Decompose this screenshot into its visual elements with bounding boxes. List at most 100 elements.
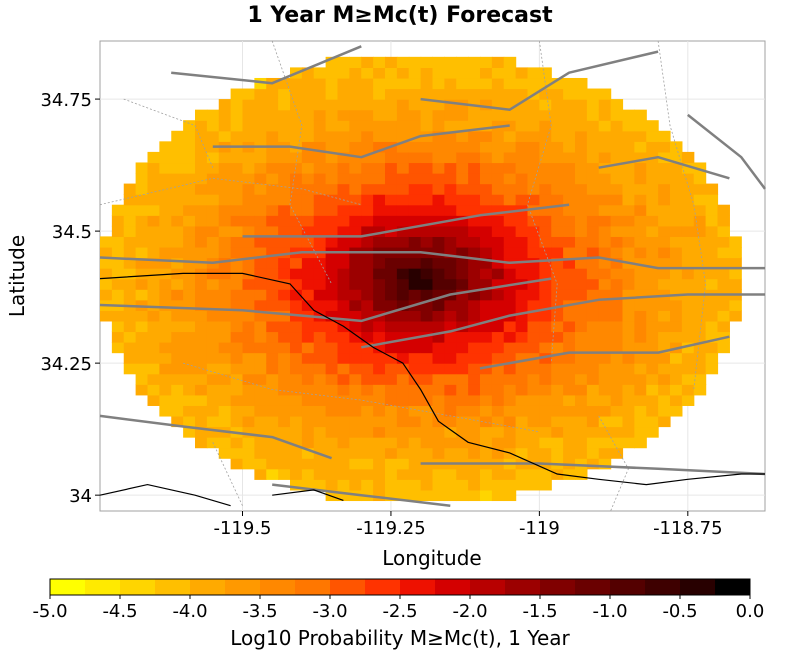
heatmap-cell <box>456 77 469 90</box>
heatmap-cell <box>385 363 398 375</box>
heatmap-cell <box>468 373 481 385</box>
heatmap-cell <box>444 173 457 185</box>
heatmap-cell <box>575 141 588 153</box>
heatmap-cell <box>396 278 410 290</box>
heatmap-cell <box>254 458 267 470</box>
heatmap-cell <box>634 278 647 290</box>
heatmap-cell <box>183 162 196 174</box>
heatmap-cell <box>301 342 315 354</box>
heatmap-cell <box>670 299 683 311</box>
heatmap-cell <box>361 458 374 470</box>
heatmap-cell <box>385 204 398 216</box>
coastline-mainland <box>99 272 765 486</box>
heatmap-cell <box>159 320 172 333</box>
heatmap-cell <box>301 77 315 90</box>
heatmap-cell <box>301 109 315 121</box>
heatmap-cell <box>242 310 255 322</box>
heatmap-cell <box>254 204 267 216</box>
heatmap-cell <box>218 257 232 269</box>
heatmap-cell <box>361 88 374 100</box>
heatmap-cell <box>444 447 457 459</box>
heatmap-cell <box>159 173 172 185</box>
heatmap-cell <box>480 194 493 206</box>
heatmap-cell <box>563 236 576 248</box>
heatmap-cell <box>183 310 196 322</box>
heatmap-cell <box>586 405 600 417</box>
heatmap-cell <box>634 236 647 248</box>
heatmap-cell <box>385 426 398 438</box>
heatmap-cell <box>646 405 659 417</box>
heatmap-cell <box>278 257 291 269</box>
heatmap-cell <box>195 173 208 185</box>
heatmap-cell <box>480 331 493 343</box>
heatmap-cell <box>325 141 339 153</box>
heatmap-cell <box>301 173 315 185</box>
heatmap-cell <box>100 246 113 259</box>
heatmap-cell <box>408 215 422 227</box>
heatmap-cell <box>670 173 683 185</box>
heatmap-cell <box>503 173 517 185</box>
heatmap-cell <box>575 289 588 301</box>
heatmap-cell <box>468 394 481 406</box>
heatmap-cell <box>278 173 291 185</box>
heatmap-cell <box>301 426 315 438</box>
heatmap-cell <box>325 77 339 90</box>
heatmap-cell <box>183 289 196 301</box>
heatmap-cell <box>290 204 303 216</box>
heatmap-cell <box>325 162 339 174</box>
heatmap-cell <box>408 56 422 68</box>
heatmap-cell <box>123 236 137 248</box>
heatmap-cell <box>396 215 410 227</box>
heatmap-cell <box>195 194 208 206</box>
heatmap-cell <box>290 342 303 354</box>
heatmap-cell <box>420 278 434 290</box>
heatmap-cell <box>456 405 469 417</box>
heatmap-cell <box>468 151 481 164</box>
heatmap-cell <box>135 246 149 259</box>
heatmap-cell <box>218 109 232 121</box>
heatmap-cell <box>468 405 481 417</box>
heatmap-cell <box>515 320 529 333</box>
heatmap-cell <box>325 289 339 301</box>
heatmap-cell <box>444 183 457 195</box>
heatmap-cell <box>147 246 160 259</box>
heatmap-cell <box>206 299 220 311</box>
heatmap-cell <box>171 204 184 216</box>
heatmap-cell <box>646 130 659 142</box>
heatmap-cell <box>278 415 291 428</box>
heatmap-cell <box>325 415 339 428</box>
heatmap-cell <box>444 236 457 248</box>
fault-trace <box>598 155 730 180</box>
heatmap-cell <box>218 99 232 111</box>
heatmap-cell <box>408 310 422 322</box>
heatmap-cell <box>598 268 612 280</box>
heatmap-cell <box>206 405 220 417</box>
heatmap-cell <box>705 342 719 354</box>
heatmap-cell <box>242 268 255 280</box>
fault-trace <box>171 45 362 85</box>
heatmap-cell <box>290 257 303 269</box>
heatmap-cell <box>349 120 362 132</box>
heatmap-cell <box>598 363 612 375</box>
y-axis-label: Latitude <box>5 235 29 317</box>
heatmap-cell <box>670 363 683 375</box>
heatmap-cell <box>420 99 434 111</box>
heatmap-cell <box>301 225 315 237</box>
colorbar-tick-label: -5.0 <box>32 601 67 622</box>
heatmap-cell <box>539 268 552 280</box>
heatmap-cell <box>301 468 315 480</box>
heatmap-cell <box>444 278 457 290</box>
heatmap-cell <box>159 363 172 375</box>
heatmap-cell <box>563 310 576 322</box>
heatmap-cell <box>527 162 540 174</box>
heatmap-cell <box>575 77 588 90</box>
heatmap-cell <box>705 225 719 237</box>
heatmap-cell <box>266 88 279 100</box>
heatmap-cell <box>195 289 208 301</box>
heatmap-cell <box>373 194 386 206</box>
heatmap-cell <box>361 183 374 195</box>
thin-boundary-lines <box>99 40 707 512</box>
heatmap-cell <box>111 310 125 322</box>
heatmap-cell <box>503 141 517 153</box>
